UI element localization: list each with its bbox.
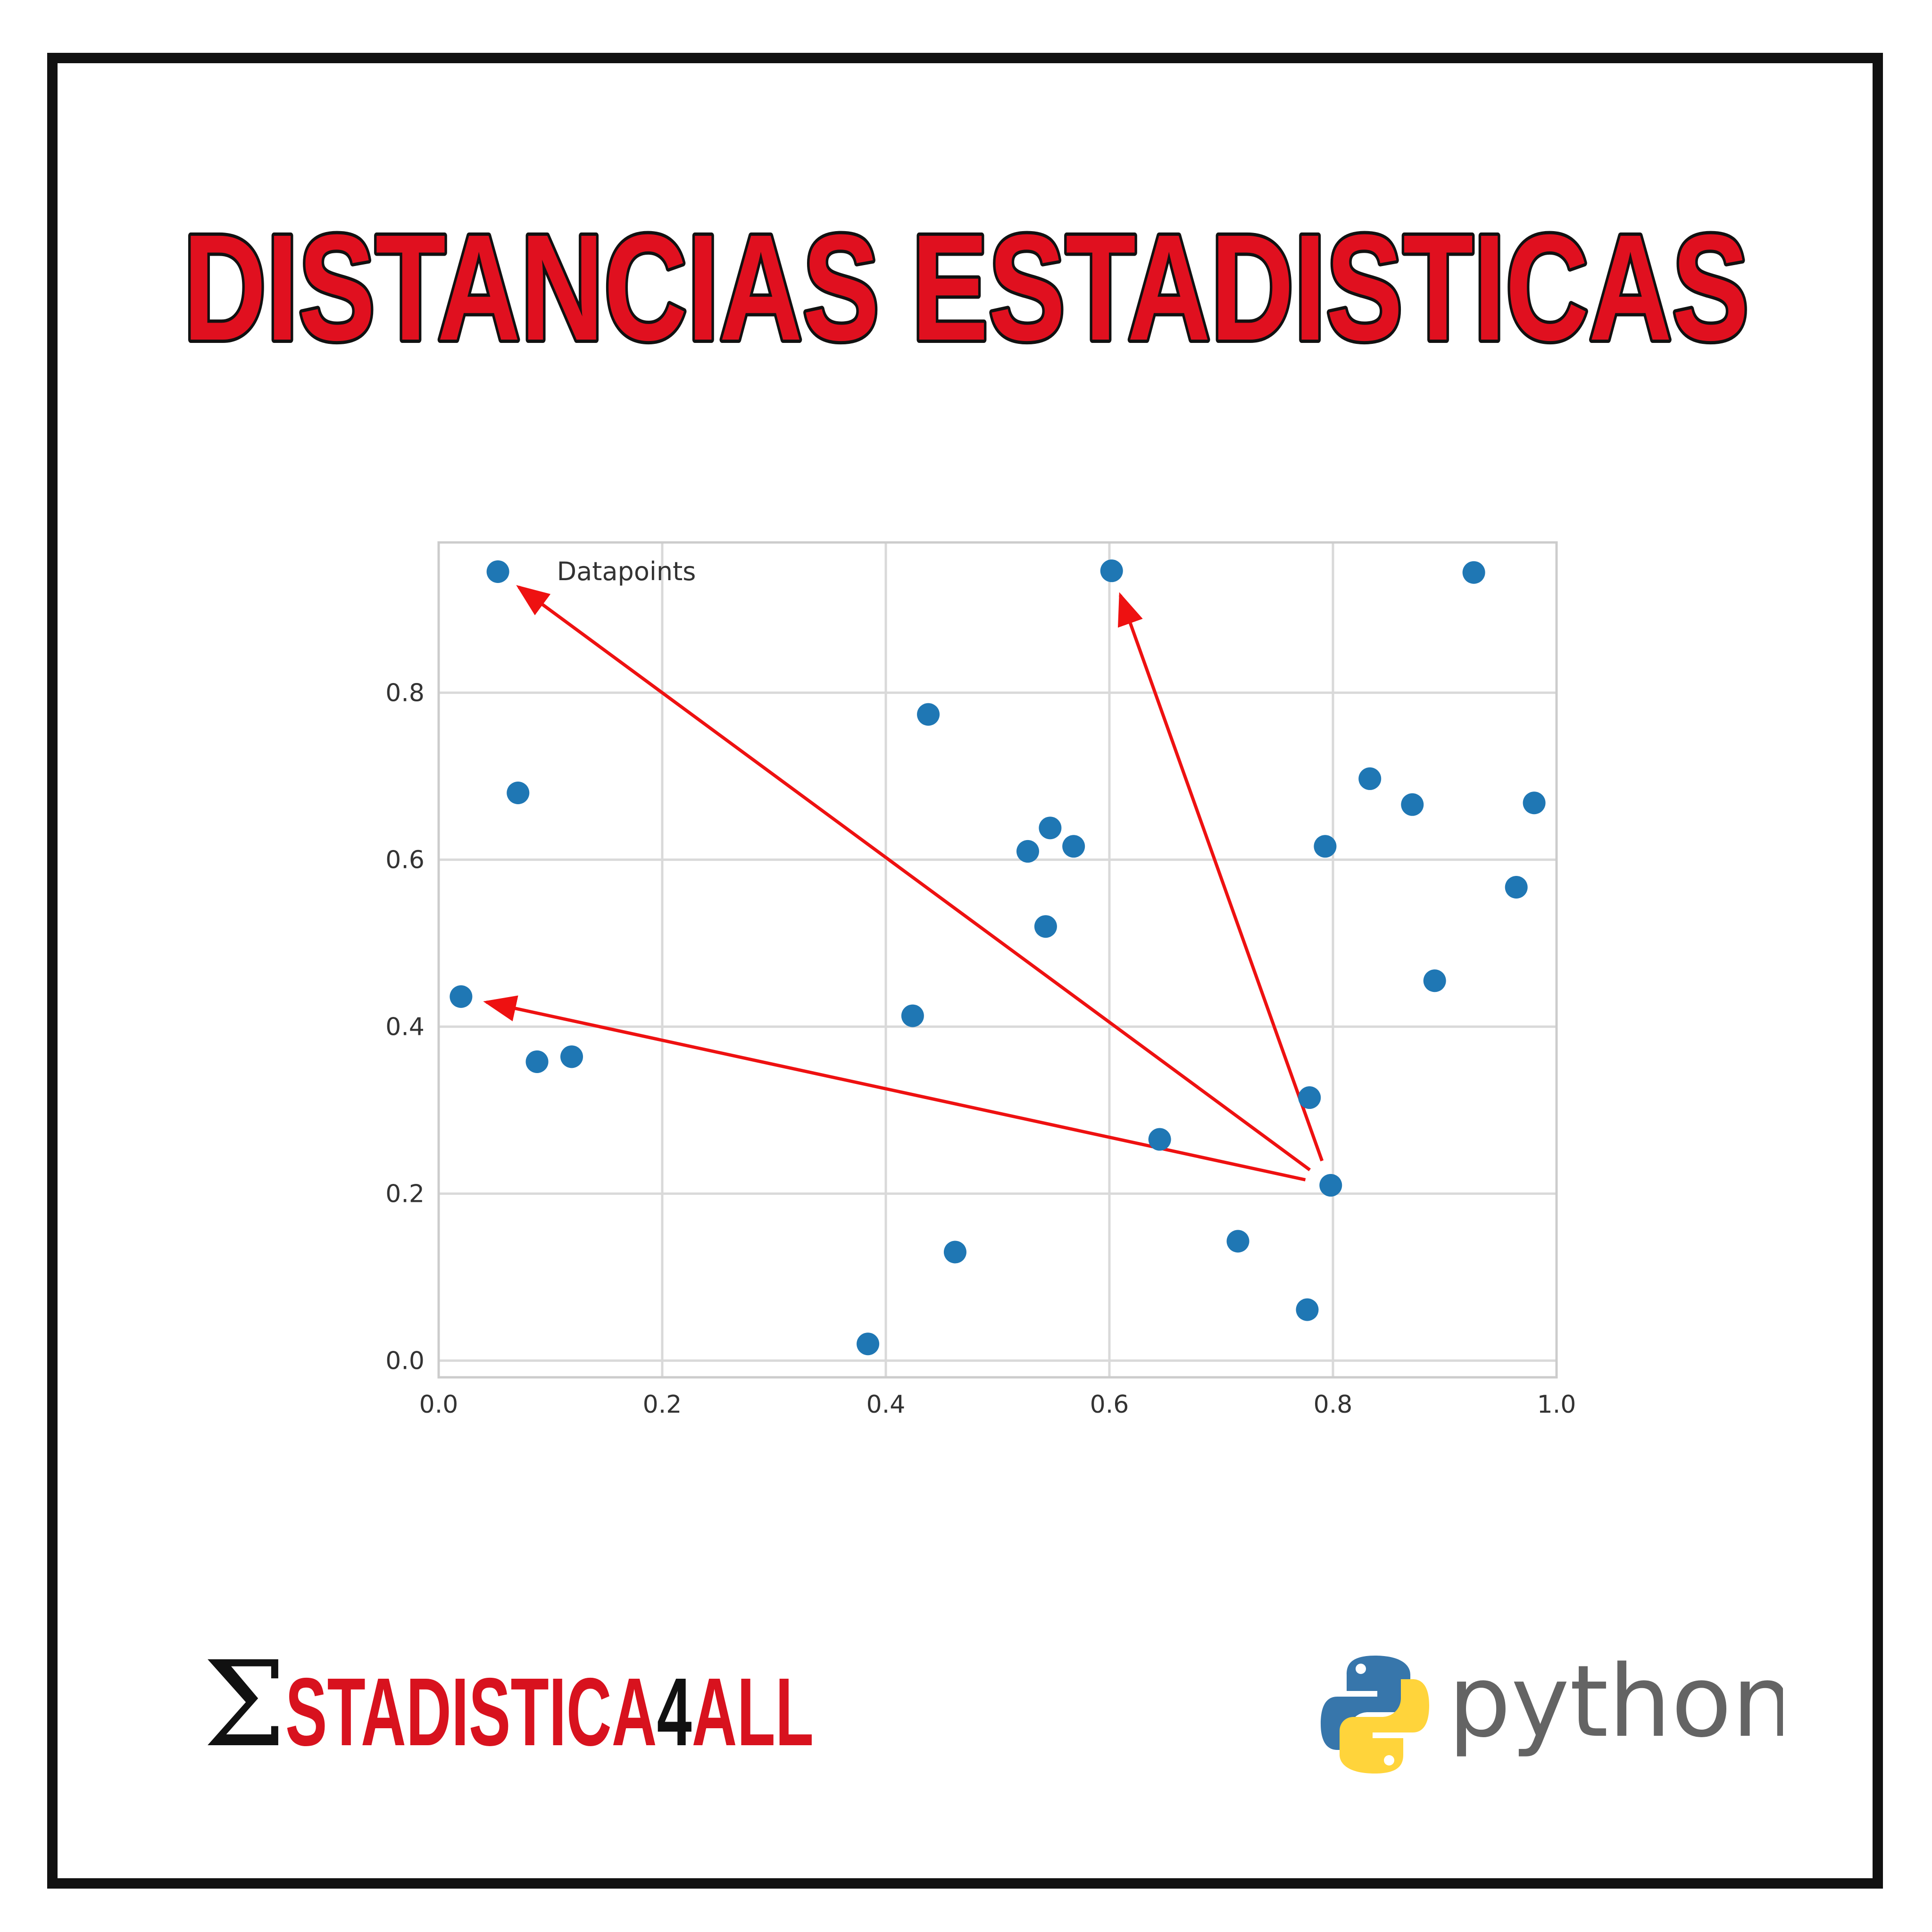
data-point	[1523, 791, 1546, 815]
x-tick-label: 0.8	[1314, 1391, 1353, 1419]
x-tick-label: 0.2	[643, 1391, 682, 1419]
y-tick-label: 0.2	[385, 1180, 425, 1208]
estadistica4all-logo: Σ STADISTICA4ALL	[203, 1651, 814, 1764]
y-tick-label: 0.6	[385, 846, 425, 874]
distance-arrow	[516, 585, 1311, 1172]
data-point	[1100, 559, 1123, 583]
data-point	[486, 560, 509, 583]
data-point	[1226, 1230, 1249, 1253]
data-point	[525, 1050, 549, 1073]
data-point	[560, 1045, 583, 1068]
data-point	[1039, 816, 1062, 840]
data-point	[1319, 1174, 1342, 1197]
data-point	[1148, 1128, 1171, 1151]
data-point	[943, 1241, 966, 1264]
data-point	[1314, 835, 1337, 858]
data-point	[917, 703, 940, 726]
legend-label: Datapoints	[557, 557, 696, 586]
y-tick-label: 0.4	[385, 1013, 425, 1041]
python-logo-icon	[1321, 1656, 1429, 1774]
logo-text-stadistica: STADISTICA	[285, 1658, 657, 1764]
x-tick-label: 0.4	[866, 1391, 906, 1419]
scatter-chart: 0.0 0.2 0.4 0.6 0.8 1.0 0.0 0.2 0.4 0.6 0.8 Datapo…	[385, 541, 1576, 1419]
logo-text-all: ALL	[692, 1658, 814, 1764]
data-point	[1062, 835, 1085, 858]
image-frame	[47, 53, 1883, 1889]
x-tick-label: 0.6	[1090, 1391, 1129, 1419]
logo-text: STADISTICA4ALL	[285, 1658, 814, 1764]
plot-area-border	[437, 541, 1558, 1379]
headline-text: DISTANCIAS ESTADISTICAS	[183, 203, 1749, 372]
x-tick-label: 1.0	[1537, 1391, 1576, 1419]
x-tick-label: 0.0	[419, 1391, 458, 1419]
legend: Datapoints	[557, 557, 696, 586]
data-point	[1016, 840, 1039, 863]
data-point	[1505, 876, 1528, 899]
data-point	[1401, 793, 1424, 816]
data-point	[1298, 1086, 1321, 1109]
grid-lines	[437, 542, 1558, 1377]
y-tick-label: 0.0	[385, 1347, 425, 1375]
data-point	[1423, 969, 1446, 992]
data-point	[1034, 915, 1057, 938]
sigma-glyph: Σ	[203, 1651, 286, 1764]
data-points	[450, 559, 1546, 1356]
headline: DISTANCIAS ESTADISTICAS	[180, 200, 1752, 375]
distance-arrow	[1117, 592, 1324, 1162]
data-point	[507, 782, 530, 804]
data-point	[1358, 767, 1382, 790]
data-point	[857, 1332, 880, 1356]
data-point	[901, 1004, 924, 1027]
y-tick-label: 0.8	[385, 679, 425, 708]
logo-text-four: 4	[657, 1658, 692, 1764]
distance-arrows	[483, 585, 1324, 1182]
tick-labels: 0.0 0.2 0.4 0.6 0.8 1.0 0.0 0.2 0.4 0.6 0.8	[385, 679, 1576, 1419]
data-point	[1462, 561, 1485, 584]
data-point	[1296, 1298, 1319, 1321]
python-logo: python	[1321, 1644, 1783, 1774]
data-point	[450, 985, 473, 1008]
distance-arrow	[483, 995, 1306, 1182]
python-wordmark: python	[1448, 1644, 1783, 1759]
